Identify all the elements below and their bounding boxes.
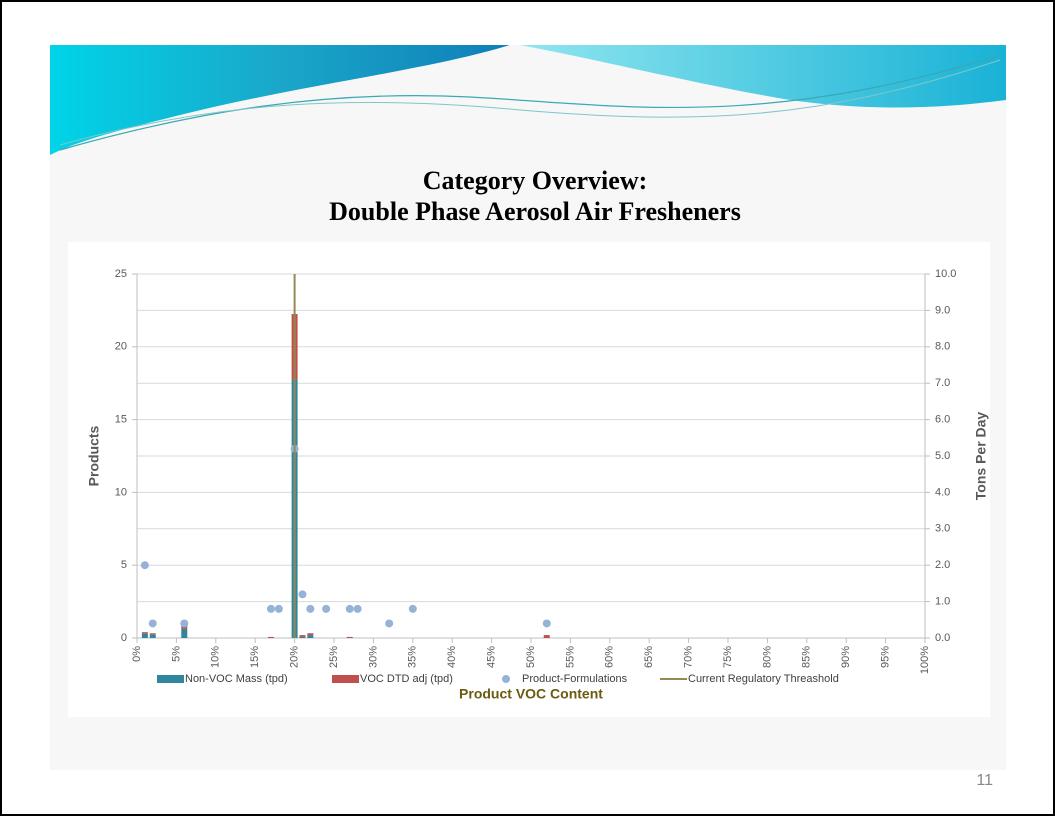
x-tick-label: 25% bbox=[328, 646, 340, 668]
scatter-point bbox=[148, 619, 157, 628]
scatter-point bbox=[322, 604, 331, 613]
y2-tick-label: 8.0 bbox=[935, 341, 950, 353]
slide-title: Category Overview: bbox=[423, 166, 648, 195]
bar bbox=[267, 636, 274, 638]
bar bbox=[307, 635, 314, 638]
legend-label: VOC DTD adj (tpd) bbox=[360, 673, 453, 685]
x-tick-label: 100% bbox=[919, 646, 931, 674]
x-tick-label: 90% bbox=[840, 646, 852, 668]
y-tick-label: 0 bbox=[121, 632, 127, 644]
y2-tick-label: 6.0 bbox=[935, 414, 950, 426]
scatter-point bbox=[385, 619, 394, 628]
header-wave bbox=[520, 45, 1006, 108]
bar bbox=[149, 634, 156, 638]
y2-axis-title: Tons Per Day bbox=[973, 412, 989, 501]
legend-swatch bbox=[157, 675, 184, 683]
x-tick-label: 5% bbox=[170, 646, 182, 662]
x-tick-label: 30% bbox=[367, 646, 379, 668]
bar bbox=[307, 633, 314, 636]
bar bbox=[299, 635, 306, 637]
y2-tick-label: 10.0 bbox=[935, 268, 956, 280]
y2-tick-label: 3.0 bbox=[935, 523, 950, 535]
slide-title: Double Phase Aerosol Air Fresheners bbox=[329, 197, 741, 226]
y2-tick-label: 7.0 bbox=[935, 377, 950, 389]
legend-swatch bbox=[332, 675, 359, 683]
scatter-point bbox=[266, 604, 275, 613]
x-tick-label: 70% bbox=[683, 646, 695, 668]
y-tick-label: 20 bbox=[115, 341, 127, 353]
x-tick-label: 45% bbox=[486, 646, 498, 668]
y2-tick-label: 9.0 bbox=[935, 304, 950, 316]
scatter-point bbox=[408, 604, 417, 613]
y2-tick-label: 0.0 bbox=[935, 632, 950, 644]
x-tick-label: 55% bbox=[564, 646, 576, 668]
scatter-point bbox=[542, 619, 551, 628]
bar bbox=[346, 636, 353, 638]
x-tick-label: 0% bbox=[131, 646, 143, 662]
x-tick-label: 85% bbox=[801, 646, 813, 668]
scatter-point bbox=[345, 604, 354, 613]
bar bbox=[543, 635, 550, 638]
scatter-point bbox=[298, 590, 307, 599]
header-curve bbox=[59, 59, 1001, 146]
scatter-point bbox=[180, 619, 189, 628]
y-tick-label: 25 bbox=[115, 268, 127, 280]
plot: 0.0 1.0 2.0 3.0 4.0 5.0 6.0 7.0 8.0 9.0 10.0 0 5 10 15… bbox=[115, 268, 957, 685]
y2-tick-label: 4.0 bbox=[935, 486, 950, 498]
x-tick-label: 95% bbox=[880, 646, 892, 668]
x-tick-label: 35% bbox=[407, 646, 419, 668]
y-tick-label: 10 bbox=[115, 486, 127, 498]
x-tick-label: 75% bbox=[722, 646, 734, 668]
bar bbox=[149, 633, 156, 635]
y2-tick-label: 2.0 bbox=[935, 559, 950, 571]
x-tick-label: 50% bbox=[525, 646, 537, 668]
bar bbox=[141, 632, 148, 634]
legend-label: Current Regulatory Threashold bbox=[688, 673, 839, 685]
y-tick-label: 15 bbox=[115, 414, 127, 426]
chart-area bbox=[68, 242, 990, 717]
legend-swatch bbox=[502, 675, 510, 683]
legend-label: Product-Formulations bbox=[522, 673, 628, 685]
scatter-point bbox=[306, 604, 315, 613]
scatter-point bbox=[140, 561, 149, 570]
x-axis-title: Product VOC Content bbox=[459, 686, 603, 702]
x-tick-label: 40% bbox=[446, 646, 458, 668]
x-tick-label: 60% bbox=[604, 646, 616, 668]
x-tick-label: 10% bbox=[210, 646, 222, 668]
bar bbox=[299, 636, 306, 638]
x-tick-label: 20% bbox=[289, 646, 301, 668]
bar bbox=[181, 625, 188, 629]
y2-tick-label: 1.0 bbox=[935, 596, 950, 608]
x-tick-label: 80% bbox=[761, 646, 773, 668]
page-number: 11 bbox=[976, 772, 993, 789]
y2-tick-label: 5.0 bbox=[935, 450, 950, 462]
header-wave bbox=[50, 45, 510, 155]
y-tick-label: 5 bbox=[121, 559, 127, 571]
scatter-point bbox=[353, 604, 362, 613]
x-tick-label: 65% bbox=[643, 646, 655, 668]
bar bbox=[141, 633, 148, 638]
y-axis-title: Products bbox=[86, 425, 102, 486]
bar bbox=[181, 628, 188, 638]
header-curve bbox=[59, 54, 1001, 151]
x-tick-label: 15% bbox=[249, 646, 261, 668]
scatter-point bbox=[274, 604, 283, 613]
legend-label: Non-VOC Mass (tpd) bbox=[185, 673, 288, 685]
